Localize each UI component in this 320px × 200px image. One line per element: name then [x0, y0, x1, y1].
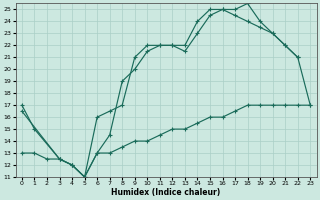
X-axis label: Humidex (Indice chaleur): Humidex (Indice chaleur)	[111, 188, 221, 197]
